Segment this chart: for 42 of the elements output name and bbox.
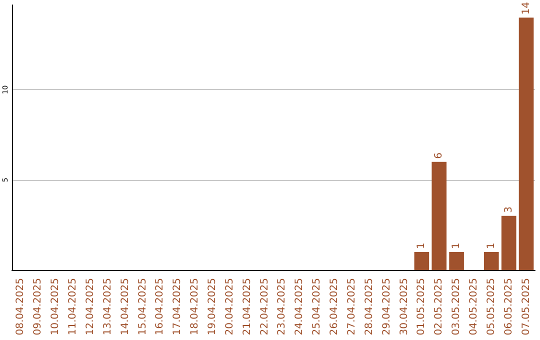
x-tick-label: 10.04.2025 — [50, 278, 62, 336]
data-label: 1 — [451, 242, 462, 249]
x-tick-label: 15.04.2025 — [137, 278, 148, 336]
data-label: 1 — [486, 242, 497, 249]
data-label: 6 — [434, 152, 445, 159]
x-tick-label: 19.04.2025 — [206, 278, 218, 336]
x-tick-label: 18.04.2025 — [190, 278, 201, 336]
x-tick-label: 22.04.2025 — [259, 278, 270, 336]
x-tick-label: 28.04.2025 — [364, 278, 375, 336]
x-tick-label: 06.05.2025 — [503, 278, 514, 336]
x-tick-label: 26.04.2025 — [329, 278, 340, 336]
x-tick-label: 05.05.2025 — [486, 278, 497, 336]
x-tick-label: 14.04.2025 — [120, 278, 131, 336]
x-tick-label: 01.05.2025 — [416, 278, 428, 336]
x-tick-label: 29.04.2025 — [381, 278, 392, 336]
x-tick-label: 08.04.2025 — [15, 278, 26, 336]
x-tick-label: 21.04.2025 — [242, 278, 253, 336]
bar — [414, 252, 430, 270]
bar — [484, 252, 499, 270]
x-tick-label: 20.04.2025 — [224, 278, 236, 336]
x-tick-label: 07.05.2025 — [520, 278, 532, 336]
x-tick-label: 25.04.2025 — [312, 278, 323, 336]
x-tick-label: 04.05.2025 — [468, 278, 480, 336]
x-tick-label: 24.04.2025 — [294, 278, 306, 336]
x-tick-label: 13.04.2025 — [102, 278, 114, 336]
x-tick-label: 03.05.2025 — [451, 278, 462, 336]
x-tick-label: 27.04.2025 — [346, 278, 358, 336]
bar — [518, 18, 534, 270]
bar — [449, 252, 464, 270]
x-tick-label: 16.04.2025 — [154, 278, 166, 336]
x-tick-label: 23.04.2025 — [276, 278, 288, 336]
data-label: 14 — [520, 2, 532, 15]
x-tick-label: 17.04.2025 — [172, 278, 184, 336]
x-tick-label: 30.04.2025 — [398, 278, 410, 336]
x-tick-label: 11.04.2025 — [68, 278, 79, 336]
data-label: 3 — [503, 206, 514, 213]
bar — [501, 216, 516, 270]
x-tick-label: 12.04.2025 — [84, 278, 96, 336]
data-label: 1 — [416, 242, 428, 249]
bar — [432, 162, 447, 270]
x-tick-label: 02.05.2025 — [434, 278, 445, 336]
x-tick-label: 09.04.2025 — [32, 278, 44, 336]
